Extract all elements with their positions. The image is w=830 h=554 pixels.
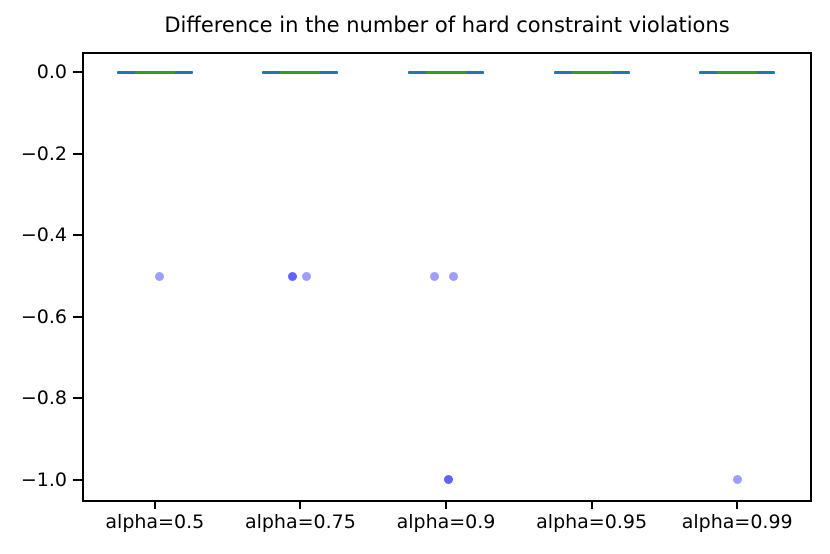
y-axis-tick-label: −1.0 [20, 468, 67, 491]
box-median-line [134, 70, 175, 74]
outlier-point [443, 475, 453, 485]
y-axis-tick-label: −0.6 [20, 305, 67, 328]
box-median-line [280, 70, 321, 74]
y-axis-tick-label: −0.4 [20, 224, 67, 247]
outlier-point [287, 271, 297, 281]
x-axis-tick-label: alpha=0.75 [244, 511, 356, 533]
box-median-line [571, 70, 612, 74]
x-axis-tick [736, 502, 739, 509]
x-axis-tick [590, 502, 593, 509]
x-axis-tick [153, 502, 156, 509]
outlier-point [302, 271, 312, 281]
x-axis-tick-label: alpha=0.99 [681, 511, 793, 533]
y-axis-tick-label: −0.8 [20, 387, 67, 410]
y-axis-tick [73, 234, 82, 237]
box-median-line [717, 70, 758, 74]
y-axis-tick [73, 397, 82, 400]
y-axis-tick-label: 0.0 [36, 61, 67, 84]
x-axis-tick [445, 502, 447, 509]
y-axis-tick-label: −0.2 [20, 142, 67, 165]
box-median-line [426, 70, 466, 74]
outlier-point [448, 271, 458, 281]
outlier-point [733, 475, 743, 485]
plot-area [82, 52, 812, 502]
x-axis-tick-label: alpha=0.5 [105, 511, 205, 533]
y-axis-tick [73, 71, 82, 74]
x-axis-tick-label: alpha=0.9 [396, 511, 496, 533]
outlier-point [154, 271, 164, 281]
y-axis-tick [73, 315, 82, 318]
outlier-point [429, 271, 439, 281]
x-axis-tick-label: alpha=0.95 [536, 511, 648, 533]
y-axis-tick [73, 152, 82, 155]
y-axis-tick [73, 478, 82, 481]
chart-title: Difference in the number of hard constra… [164, 13, 730, 37]
x-axis-tick [299, 502, 302, 509]
